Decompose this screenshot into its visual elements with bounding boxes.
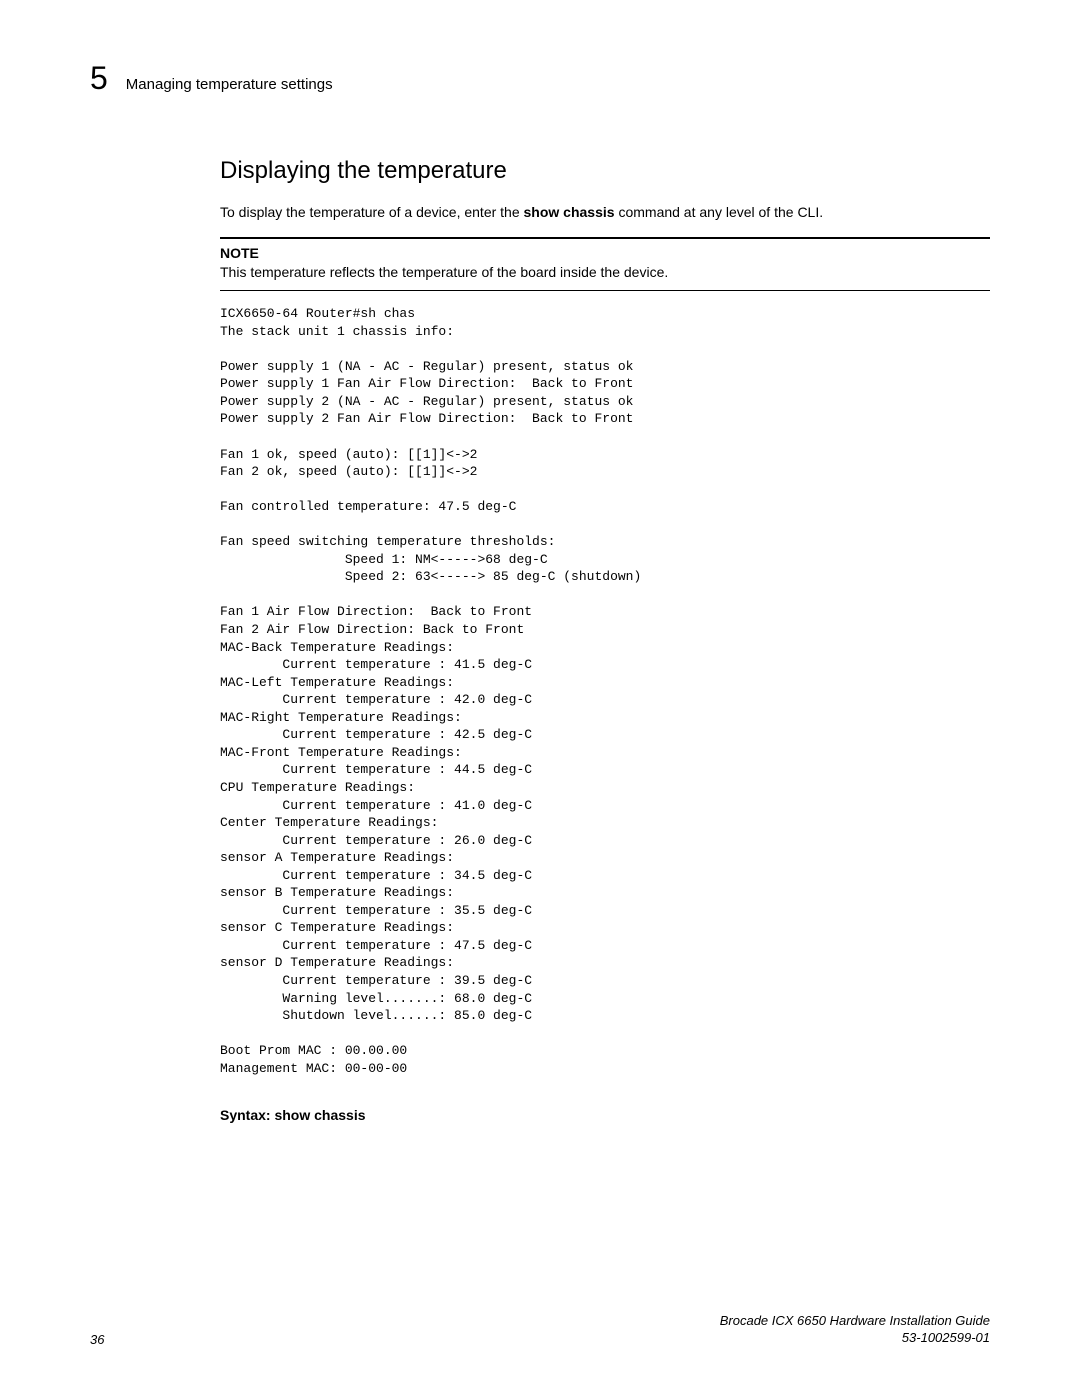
page-header: 5 Managing temperature settings: [90, 60, 990, 97]
intro-suffix: command at any level of the CLI.: [615, 204, 824, 220]
note-text: This temperature reflects the temperatur…: [220, 263, 990, 283]
footer-doc-info: Brocade ICX 6650 Hardware Installation G…: [720, 1313, 990, 1347]
header-title: Managing temperature settings: [126, 76, 333, 93]
content-area: Displaying the temperature To display th…: [220, 157, 990, 1273]
syntax-line: Syntax: show chassis: [220, 1107, 990, 1123]
intro-prefix: To display the temperature of a device, …: [220, 204, 524, 220]
intro-command: show chassis: [524, 204, 615, 220]
intro-paragraph: To display the temperature of a device, …: [220, 203, 990, 223]
code-output: ICX6650-64 Router#sh chas The stack unit…: [220, 305, 990, 1077]
note-label: NOTE: [220, 245, 990, 261]
footer-doc-number: 53-1002599-01: [720, 1330, 990, 1347]
footer-page-number: 36: [90, 1332, 104, 1347]
page-container: 5 Managing temperature settings Displayi…: [0, 0, 1080, 1397]
chapter-number: 5: [90, 60, 108, 97]
page-footer: 36 Brocade ICX 6650 Hardware Installatio…: [90, 1273, 990, 1347]
syntax-command: show chassis: [274, 1107, 365, 1123]
footer-doc-title: Brocade ICX 6650 Hardware Installation G…: [720, 1313, 990, 1330]
note-box: NOTE This temperature reflects the tempe…: [220, 237, 990, 292]
section-title: Displaying the temperature: [220, 157, 990, 185]
syntax-label: Syntax:: [220, 1107, 271, 1123]
